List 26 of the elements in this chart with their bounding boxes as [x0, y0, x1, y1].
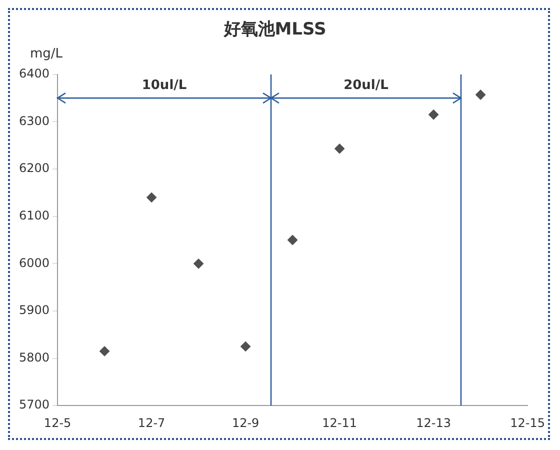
- point: [476, 90, 486, 100]
- point: [288, 235, 298, 245]
- y-tick-label: 5700: [18, 398, 50, 412]
- point: [146, 192, 157, 202]
- point: [428, 110, 439, 120]
- y-tick-label: 5900: [18, 303, 50, 318]
- y-tick-label: 5800: [18, 350, 50, 364]
- y-axis-title: mg/L: [30, 46, 64, 62]
- y-tick-label: 6000: [18, 256, 50, 270]
- x-tick-label: 12-11: [322, 416, 357, 430]
- point: [100, 346, 110, 356]
- point: [334, 144, 345, 154]
- annotation: 10ul/L: [140, 78, 188, 94]
- x-tick-label: 12-7: [138, 416, 166, 430]
- chart-title: 好氧池MLSS: [222, 20, 326, 40]
- point: [240, 341, 251, 352]
- y-tick-label: 6100: [18, 208, 50, 222]
- x-tick-label: 12-9: [232, 416, 260, 430]
- x-tick-label: 12-13: [416, 416, 451, 430]
- y-tick-label: 6400: [18, 66, 50, 81]
- x-tick-label: 12-5: [44, 416, 72, 430]
- x-tick-label: 12-15: [510, 416, 546, 430]
- y-tick-label: 6300: [18, 114, 50, 128]
- point: [194, 258, 204, 269]
- annotation: 20ul/L: [342, 78, 390, 94]
- y-tick-label: 6200: [18, 161, 50, 176]
